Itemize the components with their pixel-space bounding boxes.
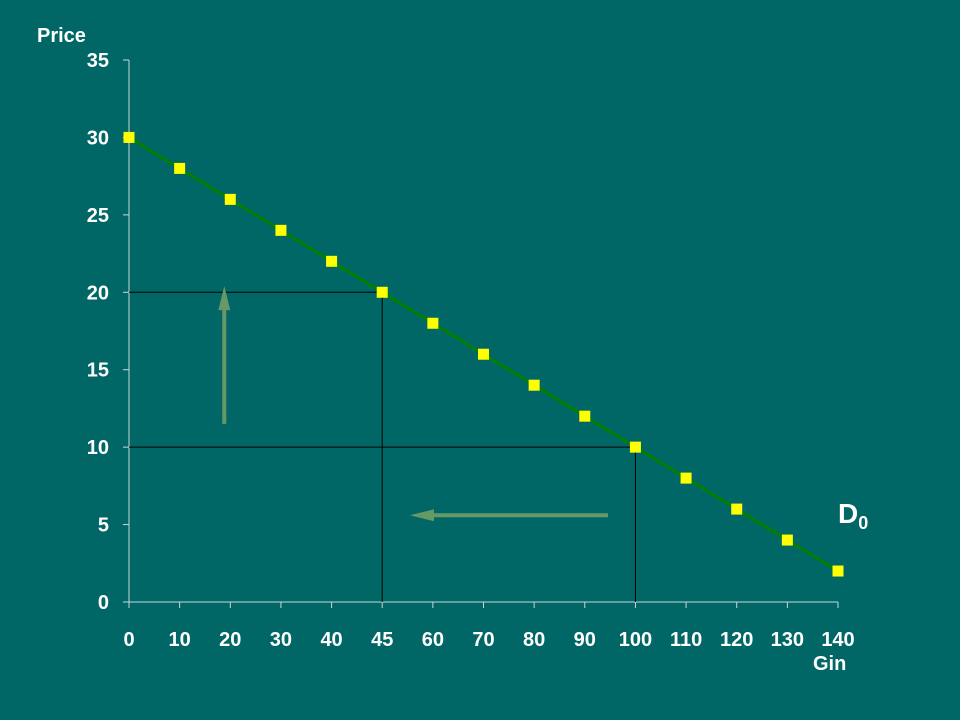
y-tick-label: 0 [98,592,109,614]
data-point-marker [680,472,692,484]
x-tick-label: 120 [720,629,753,651]
arrows [218,286,608,522]
x-tick-label: 0 [123,629,134,651]
curve-label: D0 [838,498,868,533]
axes: 0 5 10 15 20 25 30 35 0 10 20 30 40 45 60 70 80 90 100 110 1… [87,50,855,651]
x-tick-label: 90 [574,629,596,651]
series [123,131,844,577]
data-point-marker [528,379,540,391]
data-point-marker [629,441,641,453]
data-point-marker [478,348,489,360]
y-tick-label: 25 [87,205,109,227]
data-point-marker [781,534,793,546]
y-tick-label: 5 [98,515,109,537]
data-point-marker [832,565,844,577]
data-point-marker [174,162,186,174]
data-point-marker [123,131,135,143]
x-tick-label: 10 [169,629,191,651]
y-tick-label: 20 [87,282,109,304]
data-point-marker [224,193,236,205]
x-tick-label: 45 [371,629,393,651]
x-tick-label: 140 [821,629,854,651]
y-axis-label: Price [37,25,86,47]
x-tick-label: 60 [422,629,444,651]
y-tick-label: 10 [87,437,109,459]
data-point-marker [376,286,388,298]
y-tick-label: 15 [87,360,109,382]
x-axis-label: Gin [813,653,846,675]
x-tick-label: 130 [771,629,804,651]
data-point-marker [275,224,287,236]
x-tick-label: 110 [670,629,702,651]
reference-guides [129,291,636,602]
data-point-marker [326,255,338,267]
curve-label-main: D [838,498,858,529]
x-tick-label: 100 [619,629,652,651]
x-tick-label: 70 [472,629,494,651]
curve-label-subscript: 0 [858,513,868,533]
y-tick-label: 35 [87,50,109,72]
up-arrow-head [218,286,231,311]
data-point-marker [731,503,743,515]
data-point-marker [579,410,591,422]
y-tick-label: 30 [87,127,109,149]
x-tick-label: 40 [320,629,342,651]
x-tick-label: 80 [523,629,545,651]
data-point-marker [427,317,439,329]
labels: Price Gin D0 [37,25,868,675]
left-arrow-head [410,509,434,522]
x-tick-label: 30 [270,629,292,651]
x-tick-label: 20 [219,629,241,651]
